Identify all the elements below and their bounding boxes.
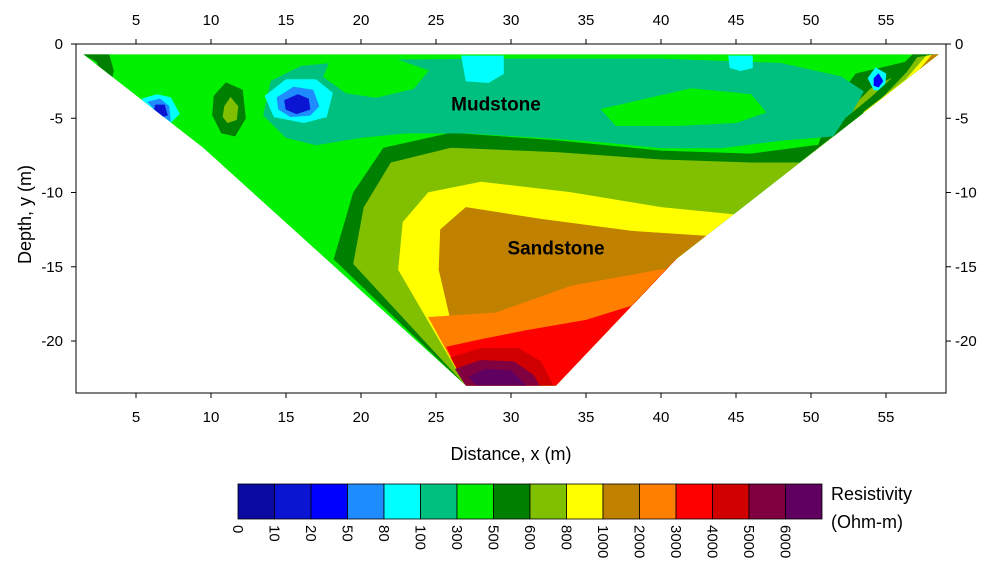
x-tick-label-top: 45 (728, 12, 745, 29)
colorbar-swatch (493, 483, 531, 520)
colorbar-level-label: 600 (521, 525, 538, 550)
x-tick-label-bottom: 50 (803, 409, 820, 426)
y-tick-label-left: -5 (50, 110, 63, 127)
colorbar-level-label: 2000 (631, 525, 648, 558)
x-tick-label-bottom: 15 (278, 409, 295, 426)
x-tick-label-bottom: 45 (728, 409, 745, 426)
colorbar-level-label: 500 (485, 525, 502, 550)
colorbar-level-label: 0 (229, 525, 246, 533)
y-tick-label-right: -20 (955, 333, 977, 350)
x-tick-label-bottom: 25 (428, 409, 445, 426)
x-tick-label-top: 50 (803, 12, 820, 29)
annotations: Mudstone Sandstone (451, 94, 604, 259)
colorbar-swatch (785, 483, 823, 520)
contour-band-13 (461, 55, 504, 83)
colorbar-swatch (456, 483, 494, 520)
contour-band-25 (873, 73, 884, 88)
colorbar-level-label: 6000 (777, 525, 794, 558)
colorbar-swatch (237, 483, 275, 520)
x-tick-label-top: 15 (278, 12, 295, 29)
rock-label: Sandstone (507, 238, 604, 259)
contour-band-16 (222, 97, 239, 123)
contour-band-11 (600, 88, 767, 126)
x-tick-label-bottom: 35 (578, 409, 595, 426)
x-tick-label-top: 20 (353, 12, 370, 29)
rock-label: Mudstone (451, 94, 541, 115)
colorbar-level-label: 10 (266, 525, 283, 542)
colorbar-swatch (310, 483, 348, 520)
x-tick-label-top: 5 (132, 12, 140, 29)
x-tick-label-bottom: 10 (203, 409, 220, 426)
colorbar-level-label: 80 (375, 525, 392, 542)
colorbar-level-label: 4000 (704, 525, 721, 558)
y-tick-label-right: -5 (955, 110, 968, 127)
x-tick-label-top: 40 (653, 12, 670, 29)
x-tick-label-bottom: 20 (353, 409, 370, 426)
y-tick-label-left: -10 (41, 185, 63, 202)
contour-band-12 (323, 57, 429, 98)
colorbar-title: Resistivity (831, 484, 912, 504)
colorbar-swatch (675, 483, 713, 520)
x-tick-label-top: 30 (503, 12, 520, 29)
y-tick-label-right: -15 (955, 259, 977, 276)
colorbar-swatch (529, 483, 567, 520)
y-tick-label-left: 0 (55, 36, 63, 53)
colorbar-swatch (712, 483, 750, 520)
colorbar-title: (Ohm-m) (831, 512, 903, 532)
colorbar-swatch (639, 483, 677, 520)
x-tick-label-bottom: 5 (132, 409, 140, 426)
colorbar-level-label: 20 (302, 525, 319, 542)
colorbar-swatch (383, 483, 421, 520)
colorbar-swatch (602, 483, 640, 520)
contour-bands (83, 54, 939, 386)
colorbar-level-label: 100 (412, 525, 429, 550)
y-tick-label-right: -10 (955, 185, 977, 202)
x-tick-label-top: 35 (578, 12, 595, 29)
colorbar-level-label: 3000 (667, 525, 684, 558)
x-tick-label-bottom: 40 (653, 409, 670, 426)
axis-ticks: 5510101515202025253030353540404545505055… (41, 12, 976, 426)
colorbar-level-label: 50 (339, 525, 356, 542)
colorbar-swatch (347, 483, 385, 520)
contour-band-9 (468, 368, 527, 386)
y-tick-label-left: -15 (41, 259, 63, 276)
x-tick-label-bottom: 55 (878, 409, 895, 426)
y-axis-title: Depth, y (m) (15, 165, 35, 264)
x-tick-label-bottom: 30 (503, 409, 520, 426)
colorbar-level-label: 5000 (740, 525, 757, 558)
x-tick-label-top: 25 (428, 12, 445, 29)
x-tick-label-top: 55 (878, 12, 895, 29)
colorbar: 0 10 20 50 80 100 300 500 600 800 1000 2000 3000 4000… (229, 483, 912, 558)
colorbar-level-label: 300 (448, 525, 465, 550)
x-tick-label-top: 10 (203, 12, 220, 29)
y-tick-label-right: 0 (955, 36, 963, 53)
y-tick-label-left: -20 (41, 333, 63, 350)
colorbar-swatch (274, 483, 312, 520)
colorbar-swatch (566, 483, 604, 520)
colorbar-level-label: 1000 (594, 525, 611, 558)
contour-band-14 (728, 55, 753, 71)
colorbar-swatch (748, 483, 786, 520)
x-axis-title: Distance, x (m) (450, 444, 571, 464)
contour-band-23 (83, 54, 114, 79)
colorbar-swatch (420, 483, 458, 520)
colorbar-level-label: 800 (558, 525, 575, 550)
contour-band-19 (284, 94, 311, 115)
